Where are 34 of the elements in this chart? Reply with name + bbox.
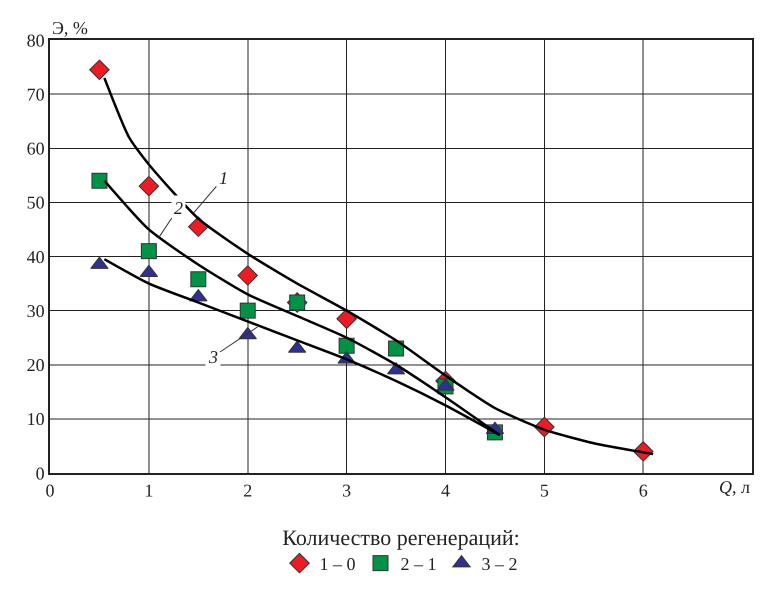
y-tick-label: 20 xyxy=(26,355,45,376)
point xyxy=(388,340,404,357)
x-tick-label: 3 xyxy=(342,480,352,500)
y-tick-label: 50 xyxy=(26,192,45,213)
y-tick-label: 40 xyxy=(26,246,45,267)
y-tick-label: 0 xyxy=(36,463,45,484)
legend-label: 1 – 0 xyxy=(320,554,356,574)
legend-title: Количество регенераций: xyxy=(282,524,520,550)
point xyxy=(338,338,355,354)
y-tick-label: 10 xyxy=(26,409,45,430)
point xyxy=(190,271,206,288)
legend-label: 2 – 1 xyxy=(400,554,436,574)
y-tick-label: 80 xyxy=(26,30,45,50)
x-tick-label: 2 xyxy=(243,480,252,500)
annotation: 2 xyxy=(174,198,183,218)
point xyxy=(89,60,110,80)
legend-label: 3 – 2 xyxy=(482,554,518,574)
point xyxy=(240,302,256,319)
point xyxy=(138,176,160,196)
annotation: 3 xyxy=(208,347,218,367)
annotation: 1 xyxy=(219,168,228,188)
y-tick-label: 70 xyxy=(26,84,45,104)
point xyxy=(140,243,157,260)
point xyxy=(238,265,258,286)
x-tick-label: 4 xyxy=(440,480,450,500)
y-tick-label: 60 xyxy=(26,138,45,159)
x-tick-label: 5 xyxy=(540,480,549,500)
x-tick-label: 1 xyxy=(144,480,154,500)
y-tick-label: 30 xyxy=(26,300,45,321)
x-axis-title: Q, л xyxy=(719,477,750,497)
y-axis-title: Э, % xyxy=(52,18,88,38)
x-tick-label: 6 xyxy=(638,480,648,500)
point xyxy=(336,308,357,329)
point xyxy=(91,172,108,189)
